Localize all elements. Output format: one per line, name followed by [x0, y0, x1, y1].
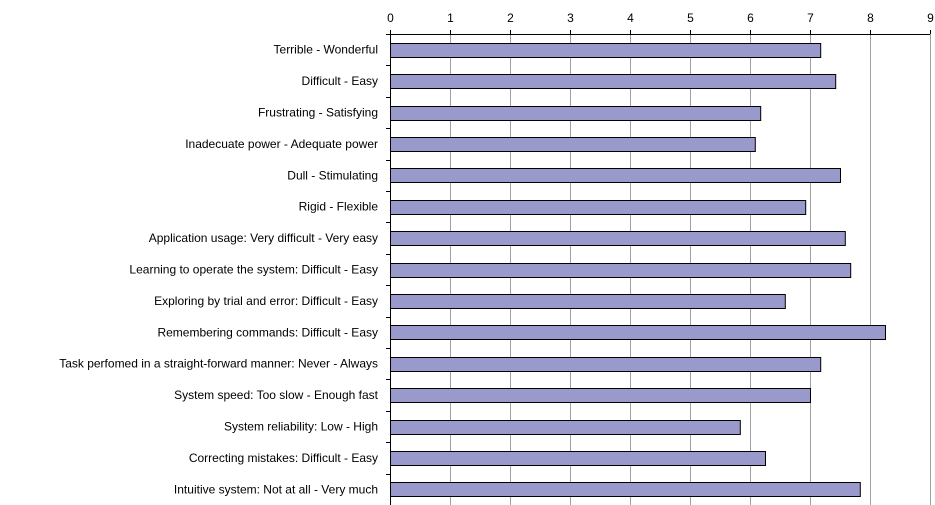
category-labels: Terrible - Wonderful Difficult - Easy Frus… [59, 43, 378, 497]
category-label: Intuitive system: Not at all - Very much [174, 482, 378, 496]
category-label: Correcting mistakes: Difficult - Easy [189, 451, 378, 465]
axes [390, 34, 930, 505]
x-tick-label: 9 [927, 11, 934, 25]
x-tick-label: 5 [687, 11, 694, 25]
bar [390, 106, 762, 121]
bars [390, 43, 886, 497]
x-tick-label: 2 [507, 11, 514, 25]
bar [390, 294, 786, 309]
category-label: Remembering commands: Difficult - Easy [157, 325, 378, 339]
category-label: Rigid - Flexible [299, 200, 379, 214]
x-tick-label: 0 [387, 11, 394, 25]
x-tick-label: 7 [807, 11, 814, 25]
x-tick-label: 4 [627, 11, 634, 25]
category-label: Inadecuate power - Adequate power [185, 137, 378, 151]
category-label: Difficult - Easy [302, 74, 378, 88]
bar [390, 420, 741, 435]
bar [390, 231, 846, 246]
bar [390, 137, 756, 152]
bar [390, 357, 822, 372]
x-tick-label: 1 [447, 11, 454, 25]
category-label: System speed: Too slow - Enough fast [174, 388, 379, 402]
bar [390, 263, 852, 278]
category-label: Exploring by trial and error: Difficult … [154, 294, 378, 308]
category-label: Frustrating - Satisfying [258, 106, 378, 120]
bar [390, 43, 822, 58]
bar [390, 451, 766, 466]
x-tick-label: 8 [867, 11, 874, 25]
bar [390, 482, 861, 497]
x-tick-label: 3 [567, 11, 574, 25]
bar [390, 168, 841, 183]
bar [390, 200, 807, 215]
category-label: Application usage: Very difficult - Very… [149, 231, 378, 245]
category-label: Learning to operate the system: Difficul… [129, 263, 378, 277]
x-tick-labels: 0 1 2 3 4 5 6 7 8 9 [386, 11, 934, 475]
category-label: Dull - Stimulating [287, 168, 378, 182]
category-label: System reliability: Low - High [224, 420, 378, 434]
x-tick-label: 6 [747, 11, 754, 25]
bar [390, 74, 837, 89]
category-label: Terrible - Wonderful [274, 43, 378, 57]
category-label: Task perfomed in a straight-forward mann… [59, 357, 378, 371]
bar [390, 388, 811, 403]
bar [390, 325, 886, 340]
